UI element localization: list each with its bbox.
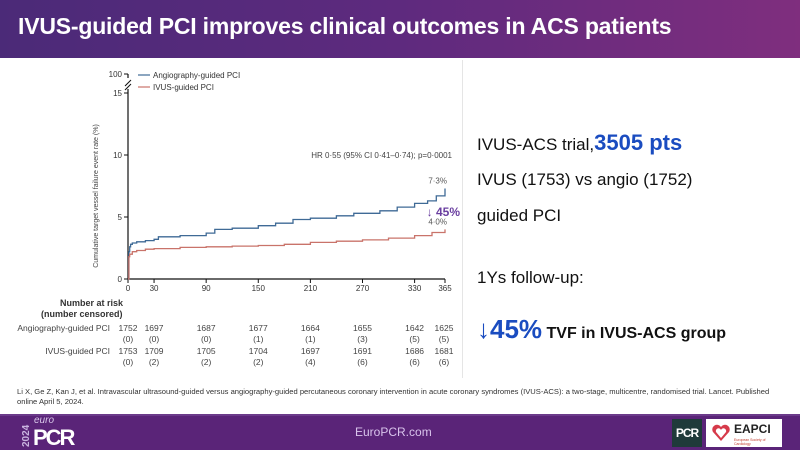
- legend-entry: IVUS-guided PCI: [153, 83, 214, 92]
- risk-censored: (6): [438, 357, 450, 367]
- x-tick-label: 365: [438, 284, 452, 293]
- risk-value: 1686: [405, 346, 425, 356]
- panel-divider: [462, 60, 463, 378]
- guided-line: guided PCI: [477, 206, 562, 225]
- risk-value: 1705: [196, 346, 216, 356]
- followup-line: 1Ys follow-up:: [477, 268, 584, 287]
- risk-censored: (2): [200, 357, 212, 367]
- citation: Li X, Ge Z, Kan J, et al. Intravascular …: [17, 387, 770, 406]
- axis-break-mark: [124, 83, 132, 91]
- risk-censored: (2): [148, 357, 160, 367]
- series-end-label: 4·0%: [428, 217, 447, 226]
- slide-title: IVUS-guided PCI improves clinical outcom…: [18, 13, 672, 39]
- y-tick-label: 100: [109, 70, 123, 79]
- risk-row-label: IVUS-guided PCI: [45, 346, 110, 356]
- risk-censored: (1): [305, 334, 316, 344]
- trial-prefix: IVUS-ACS trial,: [477, 135, 595, 154]
- risk-censored: (4): [305, 357, 316, 367]
- x-tick-label: 150: [252, 284, 266, 293]
- risk-value: 1709: [144, 346, 164, 356]
- heart-icon: [712, 424, 730, 441]
- eapci-sublabel: European Society of Cardiology: [734, 438, 766, 446]
- y-tick-label: 0: [118, 275, 123, 284]
- risk-censored: (5): [438, 334, 450, 344]
- title-banner: IVUS-guided PCI improves clinical outcom…: [0, 0, 800, 58]
- risk-value: 1655: [353, 323, 372, 333]
- legend-entry: Angiography-guided PCI: [153, 71, 240, 80]
- series-line-angiography: [128, 188, 446, 280]
- down-arrow-icon: ↓: [477, 314, 490, 344]
- x-tick-label: 270: [356, 284, 370, 293]
- risk-value: 1681: [434, 346, 454, 356]
- risk-row-label: Angiography-guided PCI: [17, 323, 110, 333]
- risk-value: 1677: [248, 323, 268, 333]
- y-tick-label: 15: [113, 89, 122, 98]
- logo-euro: euro: [34, 415, 55, 426]
- logo-year: 2024: [21, 424, 31, 447]
- pcr-badge: PCR: [672, 419, 702, 447]
- logo-pcr: PCR: [33, 425, 75, 450]
- risk-value: 1704: [248, 346, 268, 356]
- y-tick-label: 10: [113, 151, 122, 160]
- tvf-text: TVF in IVUS-ACS group: [546, 325, 727, 342]
- hr-annotation: HR 0·55 (95% CI 0·41–0·74); p=0·0001: [311, 151, 452, 160]
- axis-break-mark: [124, 79, 132, 87]
- risk-value: 1697: [300, 346, 320, 356]
- tvf-pct: 45%: [490, 314, 543, 344]
- x-tick-label: 330: [408, 284, 422, 293]
- site-link[interactable]: EuroPCR.com: [355, 425, 432, 439]
- trial-pts: 3505 pts: [594, 130, 683, 155]
- risk-value: 1642: [405, 323, 425, 333]
- risk-censored: (0): [122, 357, 134, 367]
- footer-divider: [0, 414, 800, 416]
- chart-axes: [124, 73, 446, 283]
- risk-censored: (0): [148, 334, 160, 344]
- risk-value: 1691: [353, 346, 372, 356]
- risk-censored: (0): [200, 334, 212, 344]
- y-tick-label: 5: [118, 213, 123, 222]
- eapci-badge: EAPCI European Society of Cardiology: [706, 419, 782, 447]
- risk-censored: (6): [409, 357, 420, 367]
- risk-censored: (0): [122, 334, 134, 344]
- risk-title-1: Number at risk: [60, 298, 124, 308]
- risk-censored: (2): [253, 357, 264, 367]
- x-tick-label: 0: [126, 284, 131, 293]
- x-tick-label: 90: [202, 284, 211, 293]
- footer-bar: [0, 416, 800, 450]
- risk-value: 1752: [118, 323, 138, 333]
- tvf-reduction: ↓45% TVF in IVUS-ACS group: [477, 314, 726, 345]
- eapci-label: EAPCI: [734, 422, 771, 436]
- x-tick-label: 210: [304, 284, 318, 293]
- trial-line: IVUS-ACS trial,3505 pts: [477, 130, 682, 156]
- series-end-label: 7·3%: [428, 176, 447, 185]
- y-axis-label: Cumulative target vessel failure event r…: [93, 124, 100, 268]
- risk-value: 1687: [196, 323, 216, 333]
- series-line-ivus: [128, 229, 446, 280]
- europcr-year-logo: 2024: [21, 424, 31, 447]
- risk-title-2: (number censored): [41, 309, 123, 319]
- risk-censored: (1): [253, 334, 264, 344]
- risk-value: 1697: [144, 323, 164, 333]
- risk-value: 1625: [434, 323, 454, 333]
- risk-value: 1664: [300, 323, 320, 333]
- risk-censored: (6): [357, 357, 368, 367]
- chart-lines: [128, 188, 446, 280]
- reduction-annotation: ↓ 45%: [427, 205, 461, 219]
- risk-censored: (3): [357, 334, 368, 344]
- risk-censored: (5): [409, 334, 420, 344]
- risk-value: 1753: [118, 346, 138, 356]
- arms-line: IVUS (1753) vs angio (1752): [477, 170, 693, 189]
- x-tick-label: 30: [150, 284, 159, 293]
